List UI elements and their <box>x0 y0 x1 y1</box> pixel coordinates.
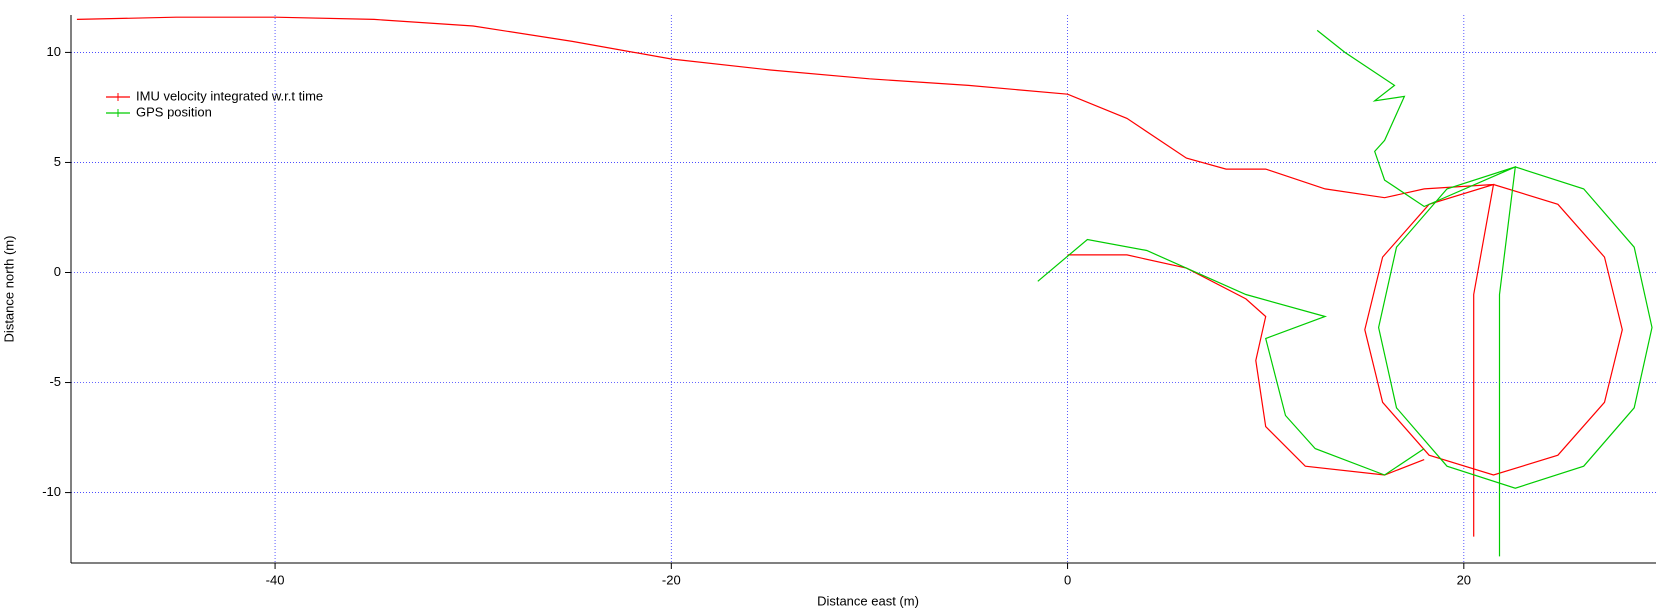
x-tick-label: -40 <box>266 572 285 587</box>
x-tick-label: 0 <box>1064 572 1071 587</box>
x-axis-label: Distance east (m) <box>817 593 919 608</box>
x-tick-label: -20 <box>662 572 681 587</box>
y-tick-label: 10 <box>47 44 61 59</box>
y-tick-label: 0 <box>54 264 61 279</box>
series-line <box>1037 29 1653 557</box>
series-line <box>76 16 1623 537</box>
y-tick-label: 5 <box>54 154 61 169</box>
y-tick-label: -5 <box>49 374 61 389</box>
legend-label: IMU velocity integrated w.r.t time <box>136 88 323 103</box>
x-tick-label: 20 <box>1457 572 1471 587</box>
y-axis-label: Distance north (m) <box>1 236 16 343</box>
legend-label: GPS position <box>136 104 212 119</box>
y-tick-label: -10 <box>42 484 61 499</box>
